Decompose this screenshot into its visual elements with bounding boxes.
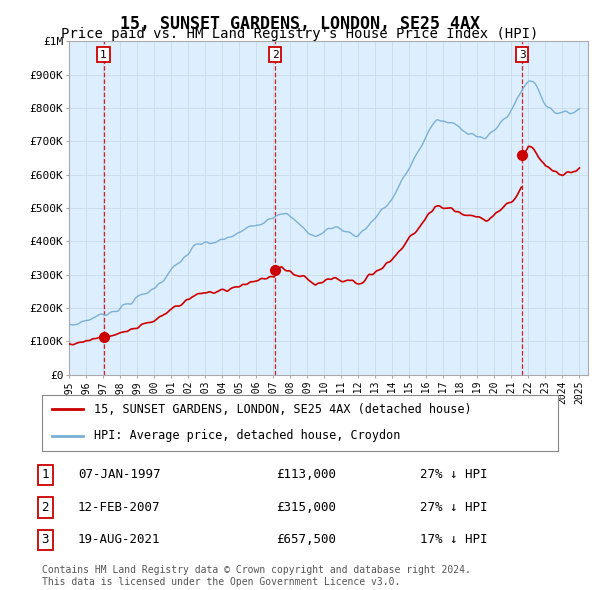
- Text: 27% ↓ HPI: 27% ↓ HPI: [420, 468, 487, 481]
- Text: HPI: Average price, detached house, Croydon: HPI: Average price, detached house, Croy…: [94, 429, 400, 442]
- Text: 17% ↓ HPI: 17% ↓ HPI: [420, 533, 487, 546]
- Text: 2: 2: [41, 501, 49, 514]
- Text: 1: 1: [41, 468, 49, 481]
- Text: 27% ↓ HPI: 27% ↓ HPI: [420, 501, 487, 514]
- Text: 3: 3: [519, 50, 526, 60]
- Text: 19-AUG-2021: 19-AUG-2021: [78, 533, 161, 546]
- Text: 15, SUNSET GARDENS, LONDON, SE25 4AX (detached house): 15, SUNSET GARDENS, LONDON, SE25 4AX (de…: [94, 403, 471, 416]
- Text: 1: 1: [100, 50, 107, 60]
- Text: £113,000: £113,000: [276, 468, 336, 481]
- Text: Contains HM Land Registry data © Crown copyright and database right 2024.
This d: Contains HM Land Registry data © Crown c…: [42, 565, 471, 587]
- Text: £315,000: £315,000: [276, 501, 336, 514]
- Text: 3: 3: [41, 533, 49, 546]
- Text: 07-JAN-1997: 07-JAN-1997: [78, 468, 161, 481]
- Text: 15, SUNSET GARDENS, LONDON, SE25 4AX: 15, SUNSET GARDENS, LONDON, SE25 4AX: [120, 15, 480, 33]
- Text: £657,500: £657,500: [276, 533, 336, 546]
- Text: 12-FEB-2007: 12-FEB-2007: [78, 501, 161, 514]
- Text: Price paid vs. HM Land Registry's House Price Index (HPI): Price paid vs. HM Land Registry's House …: [61, 27, 539, 41]
- Text: 2: 2: [272, 50, 278, 60]
